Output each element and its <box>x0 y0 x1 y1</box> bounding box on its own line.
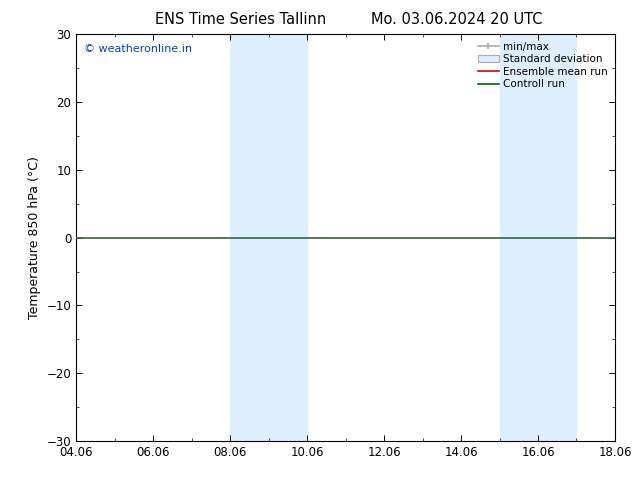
Bar <box>500 34 576 441</box>
Bar <box>230 34 307 441</box>
Legend: min/max, Standard deviation, Ensemble mean run, Controll run: min/max, Standard deviation, Ensemble me… <box>476 40 610 92</box>
Y-axis label: Temperature 850 hPa (°C): Temperature 850 hPa (°C) <box>28 156 41 319</box>
Text: © weatheronline.in: © weatheronline.in <box>84 45 192 54</box>
Text: ENS Time Series Tallinn: ENS Time Series Tallinn <box>155 12 327 27</box>
Text: Mo. 03.06.2024 20 UTC: Mo. 03.06.2024 20 UTC <box>371 12 542 27</box>
